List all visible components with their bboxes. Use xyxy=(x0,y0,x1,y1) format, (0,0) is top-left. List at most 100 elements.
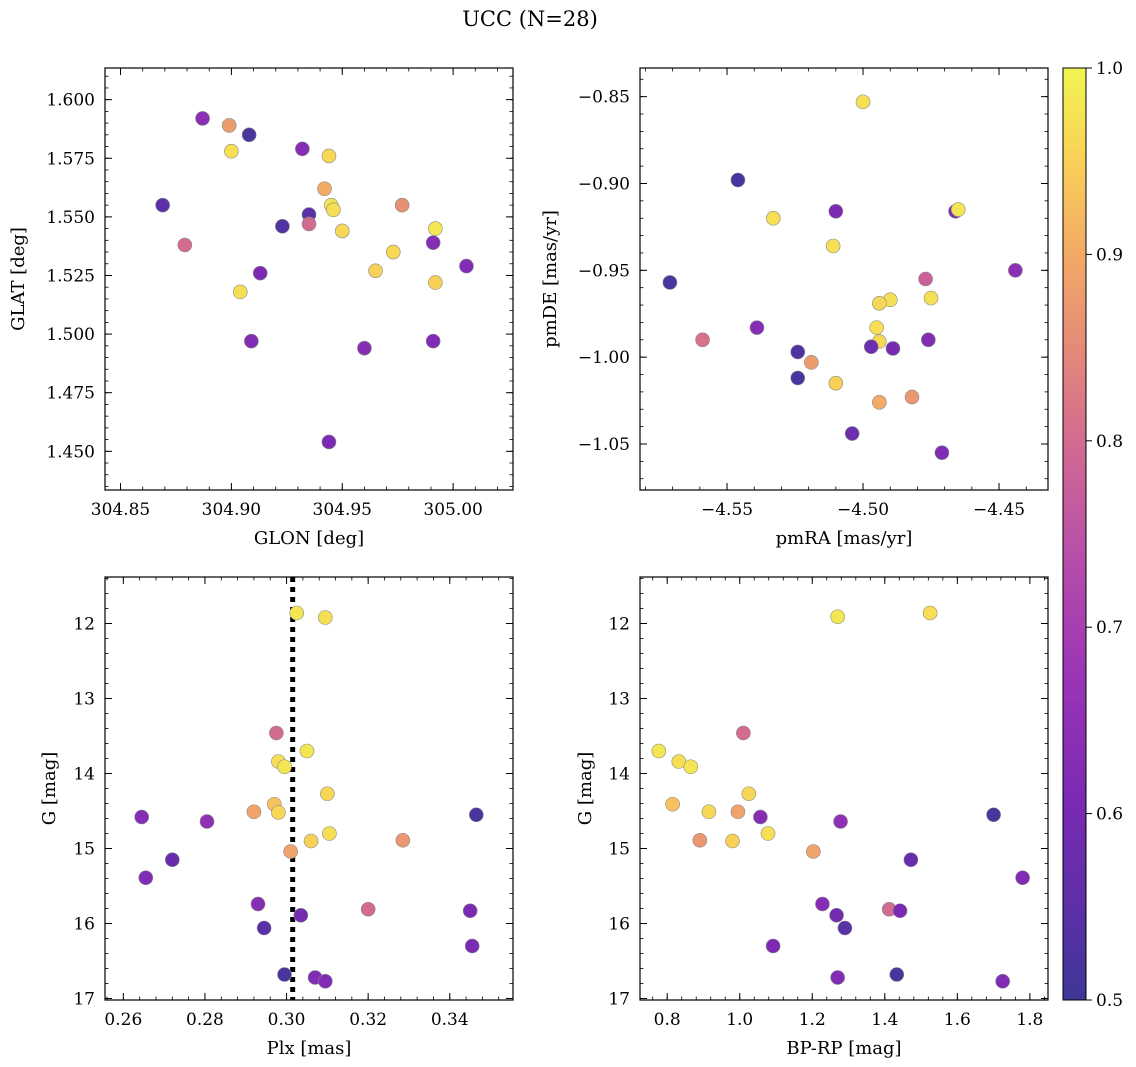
ticks xyxy=(105,68,513,490)
x-tick-label: −4.55 xyxy=(701,500,753,520)
scatter-point xyxy=(289,605,305,621)
scatter-point xyxy=(903,852,919,868)
scatter-point xyxy=(806,844,821,859)
y-tick-label: 1.450 xyxy=(46,442,95,462)
scatter-point xyxy=(293,907,309,923)
scatter-point xyxy=(815,896,830,912)
y-tick-label: 1.550 xyxy=(46,208,95,228)
scatter-point xyxy=(1015,870,1030,886)
scatter-point xyxy=(828,375,844,391)
scatter-point xyxy=(246,804,262,820)
colorbar-tick-label: 0.8 xyxy=(1096,432,1123,452)
y-tick-label: 15 xyxy=(608,840,630,860)
y-tick-label: −1.05 xyxy=(578,435,630,455)
scatter-point xyxy=(269,725,284,741)
y-tick-label: 17 xyxy=(73,990,95,1010)
scatter-point xyxy=(760,826,776,841)
scatter-point xyxy=(464,938,480,954)
scatter-point xyxy=(837,920,853,936)
x-tick-label: 304.95 xyxy=(313,500,372,520)
scatter-point xyxy=(934,445,950,460)
scatter-point xyxy=(425,235,441,250)
scatter-point xyxy=(683,759,699,775)
scatter-point xyxy=(295,141,310,157)
scatter-point xyxy=(385,244,401,260)
scatter-point xyxy=(241,127,257,143)
ticks xyxy=(640,577,1048,1000)
scatter-point xyxy=(904,389,920,405)
colorbar-tick-label: 0.9 xyxy=(1096,245,1123,265)
axes-frame xyxy=(104,576,514,1001)
scatter-point xyxy=(277,967,292,982)
x-tick-label: 1.0 xyxy=(726,1010,753,1030)
x-tick-label: 304.90 xyxy=(202,500,261,520)
y-axis-label: pmDE [mas/yr] xyxy=(540,210,561,348)
colorbar-tick-label: 0.5 xyxy=(1096,991,1123,1011)
x-axis-label: Plx [mas] xyxy=(267,1038,352,1059)
y-tick-label: 13 xyxy=(73,690,95,710)
scatter-point xyxy=(749,320,765,335)
scatter-point xyxy=(921,332,936,348)
scatter-point xyxy=(165,852,180,868)
y-tick-label: 15 xyxy=(73,840,95,860)
y-tick-label: −0.85 xyxy=(578,88,630,108)
y-tick-label: 12 xyxy=(608,615,630,635)
scatter-point xyxy=(252,265,268,281)
scatter-point xyxy=(825,238,841,254)
scatter-point xyxy=(320,786,335,802)
scatter-point xyxy=(462,903,478,919)
colorbar: 0.5 0.6 0.7 0.8 0.9 1.0 xyxy=(1062,59,1123,1011)
scatter-point xyxy=(730,172,746,188)
y-tick-label: 1.475 xyxy=(46,384,95,404)
scatter-point xyxy=(885,341,901,356)
scatter-point xyxy=(177,237,193,253)
ticks xyxy=(640,68,1048,490)
scatter-point xyxy=(662,275,678,290)
x-tick-label: 0.32 xyxy=(349,1010,387,1030)
y-tick-label: 1.575 xyxy=(46,149,95,169)
scatter-point xyxy=(855,94,871,110)
scatter-point xyxy=(256,920,272,936)
y-tick-label: 16 xyxy=(73,915,95,935)
x-tick-label: −4.45 xyxy=(973,500,1025,520)
axes-frame xyxy=(639,576,1049,1001)
x-tick-label: 0.34 xyxy=(431,1010,469,1030)
y-tick-label: 12 xyxy=(73,615,95,635)
panel-2: −4.55 −4.50 −4.45 −0.85 −0.90 −0.95 −1.00 −1.05… xyxy=(540,67,1049,549)
scatter-point xyxy=(651,743,667,759)
scatter-point xyxy=(271,805,286,820)
scatter-point xyxy=(318,973,333,989)
scatter-point xyxy=(889,967,905,982)
scatter-point xyxy=(872,296,887,311)
scatter-point xyxy=(765,210,781,226)
scatter-point xyxy=(741,786,757,802)
scatter-point xyxy=(701,804,717,820)
scatter-point xyxy=(833,814,848,829)
scatter-point xyxy=(283,844,298,859)
scatter-point xyxy=(250,896,266,912)
scatter-point xyxy=(195,111,210,126)
scatter-point xyxy=(790,344,806,360)
scatter-point xyxy=(790,370,806,386)
colorbar-tick-label: 0.6 xyxy=(1096,805,1123,825)
x-tick-label: 0.8 xyxy=(654,1010,681,1030)
scatter-point xyxy=(221,118,237,133)
scatter-point xyxy=(1008,263,1023,278)
scatter-point xyxy=(830,609,845,625)
scatter-point xyxy=(334,223,350,239)
scatter-point xyxy=(357,340,372,356)
y-axis-label: GLAT [deg] xyxy=(8,227,29,331)
scatter-point xyxy=(425,333,441,349)
panel-4: 0.8 1.0 1.2 1.4 1.6 1.8 12 13 14 15 16 17 BP-RP [mag… xyxy=(575,576,1049,1059)
scatter-point xyxy=(692,832,708,848)
scatter-point xyxy=(428,221,443,236)
x-axis-label: BP-RP [mag] xyxy=(786,1038,901,1059)
colorbar-tick-label: 1.0 xyxy=(1096,59,1123,79)
x-tick-label: 305.00 xyxy=(423,500,482,520)
y-tick-label: 1.500 xyxy=(46,325,95,345)
scatter-point xyxy=(918,271,933,287)
scatter-point xyxy=(199,814,215,829)
scatter-point xyxy=(986,807,1001,823)
y-tick-label: 14 xyxy=(73,765,95,785)
scatter-point xyxy=(765,938,781,954)
